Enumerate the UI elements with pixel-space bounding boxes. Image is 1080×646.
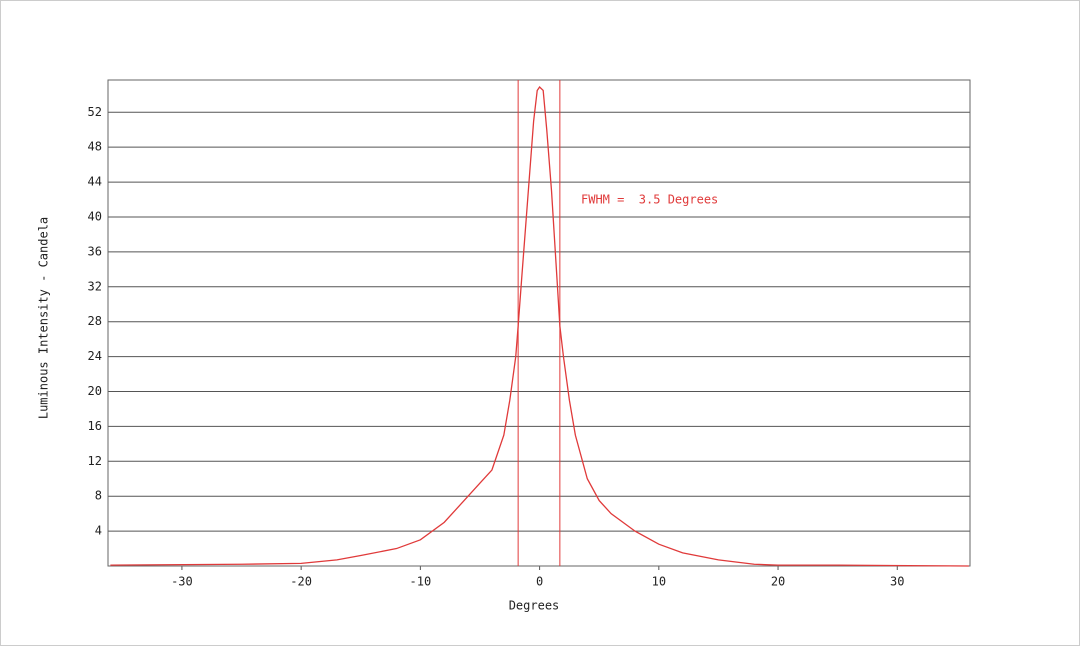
y-tick-label: 44 — [88, 175, 102, 189]
x-tick-label: -10 — [410, 575, 432, 589]
plot-border — [107, 79, 971, 567]
x-tick-label: 20 — [771, 575, 785, 589]
x-tick-label: 0 — [536, 575, 543, 589]
x-tick-label: -30 — [171, 575, 193, 589]
y-tick-label: 40 — [88, 209, 102, 223]
y-tick-label: 48 — [88, 140, 102, 154]
x-axis-label: Degrees — [509, 599, 560, 613]
y-tick-label: 16 — [88, 419, 102, 433]
annotation: FWHM = 3.5 Degrees — [581, 193, 718, 207]
x-tick-label: 10 — [652, 575, 666, 589]
curve — [110, 85, 969, 567]
y-tick-label: 4 — [95, 524, 102, 538]
x-tick-label: 30 — [890, 575, 904, 589]
y-axis-label: Luminous Intensity - Candela — [37, 217, 51, 419]
y-tick-label: 24 — [88, 349, 102, 363]
y-tick-label: 52 — [88, 105, 102, 119]
y-tick-label: 28 — [88, 314, 102, 328]
y-tick-label: 36 — [88, 244, 102, 258]
y-tick-label: 8 — [95, 489, 102, 503]
y-tick-label: 32 — [88, 279, 102, 293]
y-tick-label: 20 — [88, 384, 102, 398]
y-tick-label: 12 — [88, 454, 102, 468]
x-tick-label: -20 — [290, 575, 312, 589]
